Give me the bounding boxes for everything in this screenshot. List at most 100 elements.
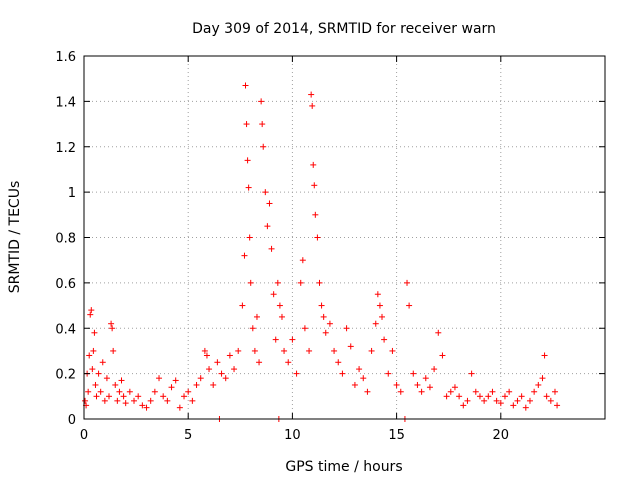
data-point (256, 359, 263, 366)
data-point (242, 82, 249, 89)
data-point (210, 381, 217, 388)
data-point (244, 157, 251, 164)
data-point (270, 291, 277, 298)
data-point (472, 388, 479, 395)
data-point (372, 320, 379, 327)
y-tick-label: 1.2 (55, 141, 76, 156)
data-point (451, 384, 458, 391)
data-point (251, 347, 258, 354)
data-point (418, 388, 425, 395)
data-point (246, 234, 253, 241)
data-point (122, 400, 129, 407)
data-point (222, 375, 229, 382)
data-point (476, 393, 483, 400)
data-point (235, 347, 242, 354)
data-point (501, 393, 508, 400)
data-point (247, 279, 254, 286)
data-point (439, 352, 446, 359)
data-point (206, 366, 213, 373)
data-point (351, 381, 358, 388)
data-point (306, 347, 313, 354)
x-tick-label: 10 (284, 428, 301, 443)
data-point (86, 352, 93, 359)
data-point (404, 279, 411, 286)
x-tick-label: 20 (493, 428, 510, 443)
data-point (356, 366, 363, 373)
data-points (82, 82, 561, 422)
data-point (309, 102, 316, 109)
data-point (109, 325, 116, 332)
data-point (456, 393, 463, 400)
data-point (293, 370, 300, 377)
data-point (314, 234, 321, 241)
data-point (422, 375, 429, 382)
y-tick-label: 1.6 (55, 50, 76, 65)
data-point (258, 98, 265, 105)
data-point (543, 393, 550, 400)
data-point (112, 381, 119, 388)
data-point (316, 279, 323, 286)
data-point (343, 325, 350, 332)
data-point (143, 404, 150, 411)
grid-lines (84, 56, 605, 419)
data-point (156, 375, 163, 382)
data-point (312, 211, 319, 218)
data-point (185, 388, 192, 395)
y-tick-label: 0.6 (55, 277, 76, 292)
data-point (320, 313, 327, 320)
chart-title: Day 309 of 2014, SRMTID for receiver war… (192, 21, 496, 37)
data-point (518, 393, 525, 400)
data-point (264, 223, 271, 230)
data-point (322, 329, 329, 336)
data-point (189, 397, 196, 404)
data-point (160, 393, 167, 400)
data-point (278, 313, 285, 320)
data-point (447, 388, 454, 395)
data-point (181, 393, 188, 400)
data-point (311, 182, 318, 189)
data-point (547, 397, 554, 404)
data-point (379, 313, 386, 320)
x-axis-label: GPS time / hours (285, 459, 402, 475)
data-point (95, 370, 102, 377)
data-point (514, 397, 521, 404)
data-point (468, 370, 475, 377)
data-point (203, 352, 210, 359)
data-point (522, 404, 529, 411)
data-point (262, 189, 269, 196)
y-tick-label: 0.8 (55, 232, 76, 247)
data-point (231, 366, 238, 373)
data-point (85, 388, 92, 395)
x-tick-label: 15 (388, 428, 405, 443)
y-tick-label: 0.2 (55, 368, 76, 383)
data-point (389, 347, 396, 354)
data-point (554, 402, 561, 409)
y-tick-label: 0 (68, 413, 76, 428)
data-point (347, 343, 354, 350)
data-point (510, 402, 517, 409)
data-point (285, 359, 292, 366)
data-point (414, 381, 421, 388)
y-tick-label: 0.4 (55, 322, 76, 337)
data-point (497, 400, 504, 407)
data-point (481, 397, 488, 404)
data-point (131, 397, 138, 404)
data-point (168, 384, 175, 391)
data-point (99, 359, 106, 366)
data-point (493, 397, 500, 404)
data-point (120, 393, 127, 400)
data-point (297, 279, 304, 286)
data-point (193, 381, 200, 388)
data-point (460, 402, 467, 409)
data-point (164, 397, 171, 404)
data-point (147, 397, 154, 404)
data-point (406, 302, 413, 309)
data-point (260, 143, 267, 150)
data-point (318, 302, 325, 309)
y-tick-label: 1.4 (55, 95, 76, 110)
data-point (443, 393, 450, 400)
data-point (393, 381, 400, 388)
data-point (531, 388, 538, 395)
data-point (385, 370, 392, 377)
